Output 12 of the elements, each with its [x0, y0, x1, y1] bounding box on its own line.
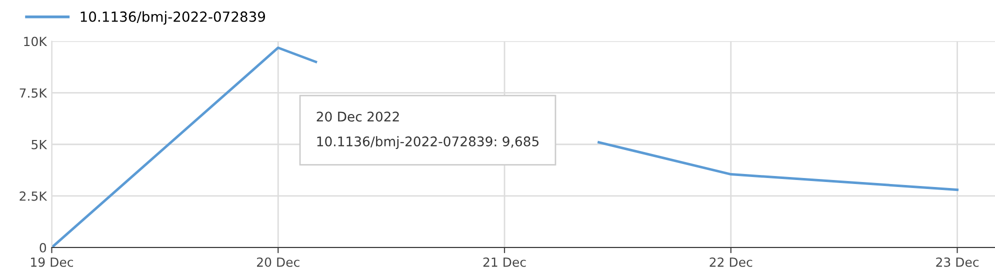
y-tick-label: 5K — [32, 140, 48, 150]
x-tick-label: 20 Dec — [257, 257, 300, 267]
x-tick-label: 21 Dec — [483, 257, 526, 267]
legend-label: 10.1136/bmj-2022-072839 — [80, 11, 266, 25]
x-tick-label: 19 Dec — [31, 257, 73, 267]
x-tick-label: 23 Dec — [936, 257, 979, 267]
y-tick-label: 2.5K — [20, 191, 48, 201]
y-tick-label: 10K — [24, 36, 48, 46]
x-tick-label: 22 Dec — [710, 257, 752, 267]
y-tick-label: 0 — [40, 242, 46, 252]
annotation: 20 Dec 2022 10.1136/bmj-2022-072839: 9,685 — [316, 112, 538, 149]
y-tick-label: 7.5K — [20, 88, 48, 98]
